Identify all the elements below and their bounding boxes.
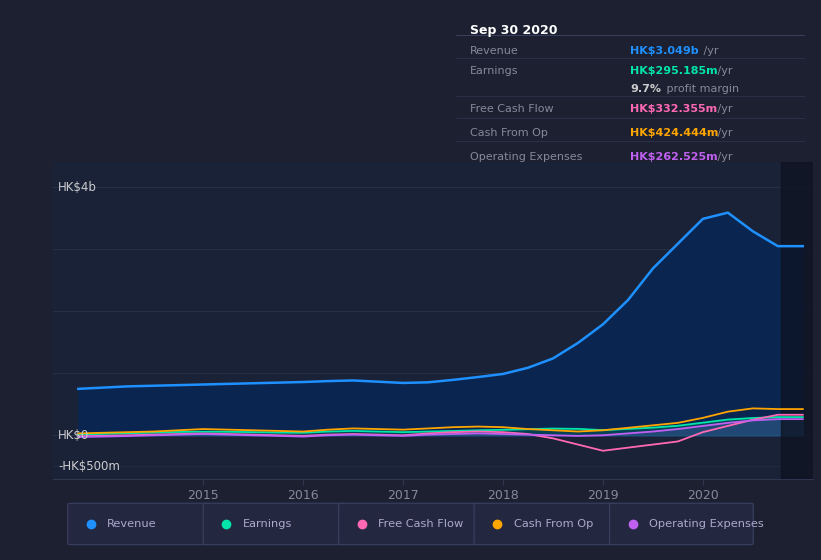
Text: Sep 30 2020: Sep 30 2020 <box>470 24 557 37</box>
Text: HK$295.185m: HK$295.185m <box>631 66 718 76</box>
Text: Operating Expenses: Operating Expenses <box>649 519 764 529</box>
FancyBboxPatch shape <box>609 503 754 545</box>
Bar <box>781 162 813 479</box>
Text: Earnings: Earnings <box>242 519 292 529</box>
Text: Free Cash Flow: Free Cash Flow <box>470 105 553 114</box>
Text: /yr: /yr <box>714 66 732 76</box>
Text: HK$424.444m: HK$424.444m <box>631 128 718 138</box>
Text: Revenue: Revenue <box>470 46 518 56</box>
FancyBboxPatch shape <box>203 503 346 545</box>
FancyBboxPatch shape <box>67 503 212 545</box>
Text: 9.7%: 9.7% <box>631 85 661 95</box>
Text: Cash From Op: Cash From Op <box>514 519 593 529</box>
Text: -HK$500m: -HK$500m <box>58 460 120 473</box>
Text: /yr: /yr <box>714 152 732 162</box>
Text: Revenue: Revenue <box>107 519 157 529</box>
Text: Earnings: Earnings <box>470 66 518 76</box>
Text: /yr: /yr <box>714 105 732 114</box>
FancyBboxPatch shape <box>338 503 482 545</box>
Text: /yr: /yr <box>699 46 718 56</box>
Text: HK$3.049b: HK$3.049b <box>631 46 699 56</box>
Text: HK$0: HK$0 <box>58 429 89 442</box>
Text: Operating Expenses: Operating Expenses <box>470 152 582 162</box>
Text: HK$332.355m: HK$332.355m <box>631 105 718 114</box>
FancyBboxPatch shape <box>475 503 617 545</box>
Text: HK$4b: HK$4b <box>58 181 97 194</box>
Text: HK$262.525m: HK$262.525m <box>631 152 718 162</box>
Text: Cash From Op: Cash From Op <box>470 128 548 138</box>
Text: Free Cash Flow: Free Cash Flow <box>378 519 463 529</box>
Text: profit margin: profit margin <box>663 85 739 95</box>
Text: /yr: /yr <box>714 128 732 138</box>
